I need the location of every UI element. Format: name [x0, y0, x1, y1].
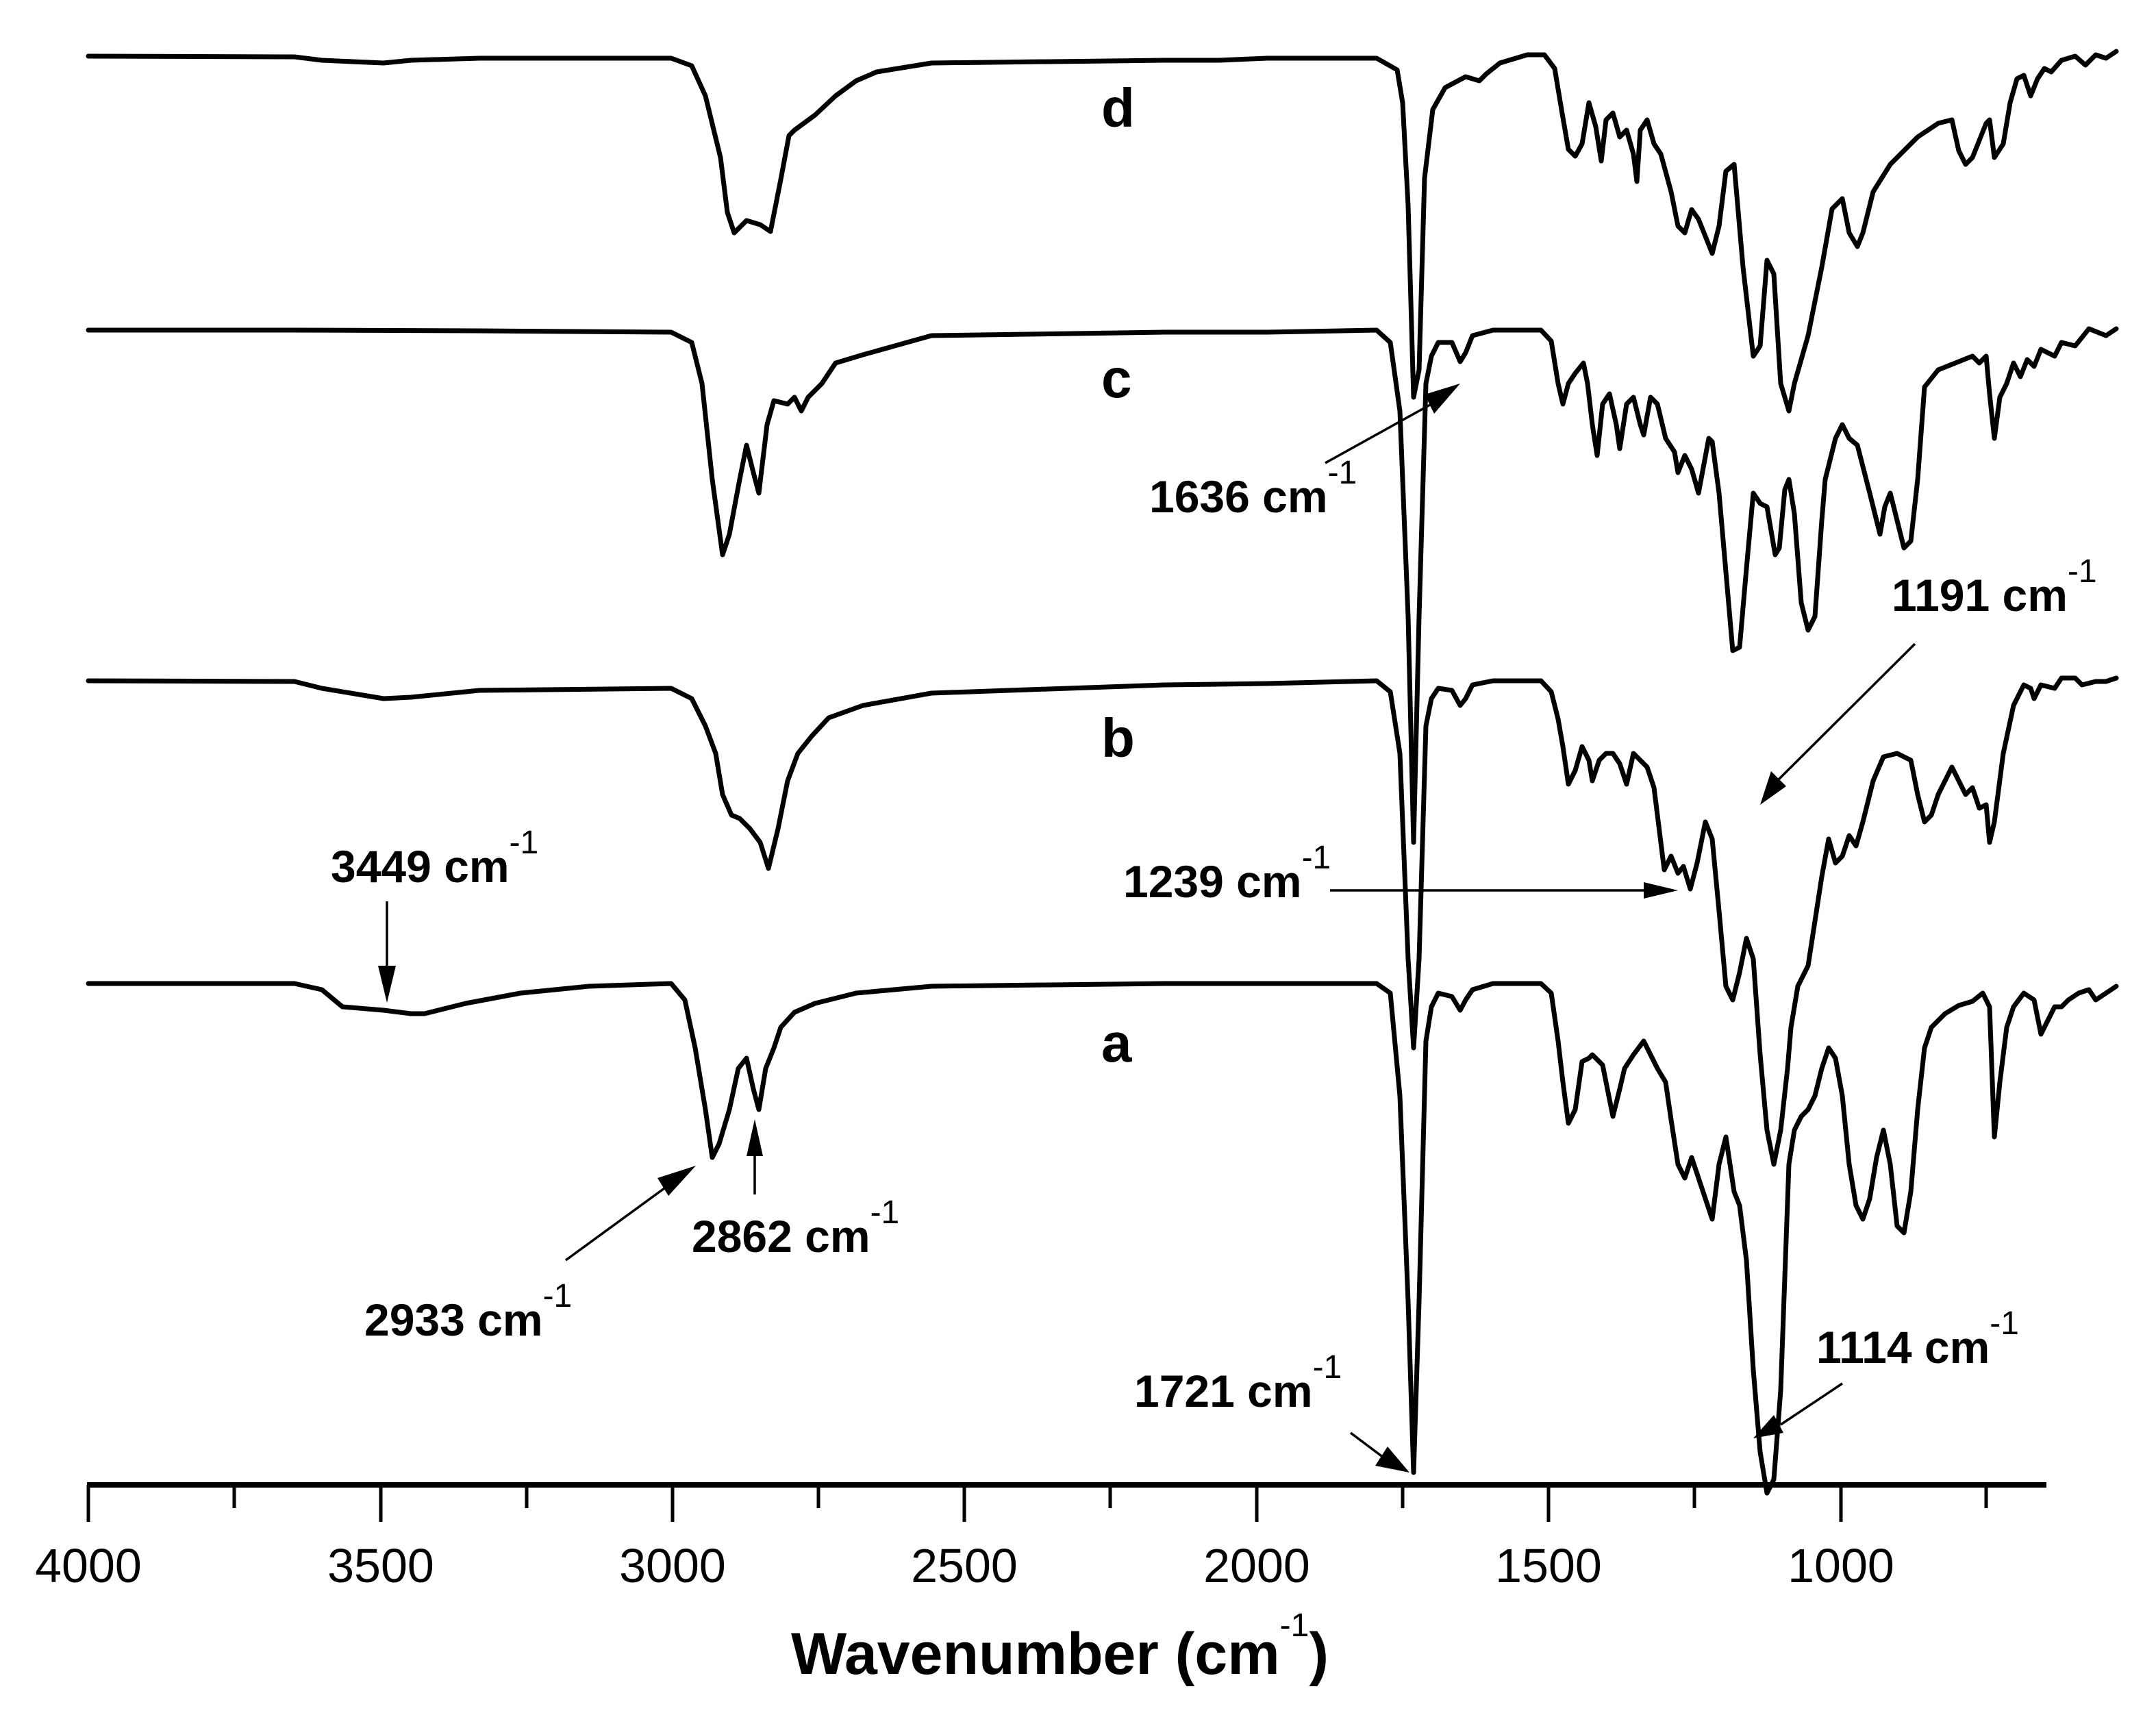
tick-label-3500: 3500 [327, 1539, 434, 1592]
annotation-1636: 1636 cm-1 [1149, 384, 1460, 522]
trace-d [86, 49, 2119, 414]
svg-text:1721 cm-1: 1721 cm-1 [1134, 1349, 1342, 1416]
tick-label-2500: 2500 [911, 1539, 1018, 1592]
arrowhead-icon [657, 1166, 696, 1196]
tick-label-3000: 3000 [619, 1539, 726, 1592]
svg-text:2862 cm-1: 2862 cm-1 [692, 1194, 899, 1262]
svg-text:1114 cm-1: 1114 cm-1 [1816, 1305, 2019, 1373]
trace-a [86, 981, 2119, 1496]
x-axis-title-sup: -1 [1280, 1607, 1309, 1644]
x-axis-title-close: ) [1309, 1621, 1329, 1687]
tick-label-1000: 1000 [1788, 1539, 1894, 1592]
arrowhead-icon [1753, 1415, 1783, 1438]
svg-text:3449 cm-1: 3449 cm-1 [331, 825, 538, 892]
svg-text:2933 cm-1: 2933 cm-1 [364, 1278, 572, 1345]
arrowhead-icon [378, 966, 396, 1003]
tick-label-4000: 4000 [35, 1539, 142, 1592]
trace-c [86, 326, 2119, 845]
svg-text:1636 cm-1: 1636 cm-1 [1149, 455, 1357, 522]
series-label-d: d [1101, 77, 1135, 138]
svg-text:Wavenumber (cm-1): Wavenumber (cm-1) [791, 1607, 1329, 1687]
annotation-2933: 2933 cm-1 [364, 1166, 696, 1345]
annotation-1239: 1239 cm-1 [1123, 840, 1678, 907]
series-label-a: a [1101, 1012, 1132, 1073]
annotation-3449: 3449 cm-1 [331, 825, 538, 1003]
tick-label-2000: 2000 [1203, 1539, 1310, 1592]
tick-label-1500: 1500 [1495, 1539, 1602, 1592]
x-axis-title: Wavenumber (cm-1) [791, 1607, 1329, 1687]
arrowhead-icon [747, 1119, 763, 1156]
arrowhead-icon [1760, 771, 1786, 805]
series-label-b: b [1101, 708, 1135, 768]
annotation-1721: 1721 cm-1 [1134, 1349, 1409, 1473]
x-axis: 4000 3500 3000 2500 2000 1500 1000 Waven… [35, 1482, 2046, 1687]
annotations: 3449 cm-1 2933 cm-1 2862 cm-1 1721 cm-1 … [331, 384, 2097, 1473]
x-axis-title-main: Wavenumber (cm [791, 1621, 1280, 1687]
plot-area [86, 49, 2119, 1496]
arrowhead-icon [1644, 882, 1678, 899]
svg-text:1191 cm-1: 1191 cm-1 [1892, 553, 2097, 621]
trace-b [86, 675, 2119, 1167]
annotation-1114: 1114 cm-1 [1753, 1305, 2019, 1438]
svg-text:1239 cm-1: 1239 cm-1 [1123, 840, 1331, 907]
arrowhead-icon [1425, 384, 1460, 414]
series-label-c: c [1101, 348, 1132, 409]
annotation-1191: 1191 cm-1 [1760, 553, 2097, 805]
annotation-2862: 2862 cm-1 [692, 1119, 899, 1262]
arrowhead-icon [1375, 1447, 1409, 1473]
